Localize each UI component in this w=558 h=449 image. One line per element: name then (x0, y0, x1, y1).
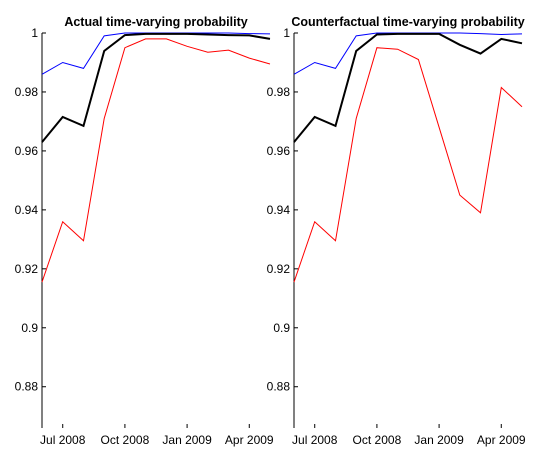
x-tick-label: Jan 2009 (414, 433, 464, 447)
series-line (293, 32, 523, 143)
series-line (41, 38, 271, 283)
chart-title: Counterfactual time-varying probability (291, 15, 524, 29)
x-tick-label: Apr 2009 (225, 433, 274, 447)
series-line (293, 32, 523, 75)
x-tick-label: Jul 2008 (292, 433, 338, 447)
y-tick-label: 0.88 (15, 380, 39, 394)
y-tick-label: 0.98 (267, 85, 291, 99)
y-tick-label: 1 (31, 26, 38, 40)
y-tick-label: 0.92 (267, 262, 291, 276)
y-tick-label: 1 (283, 26, 290, 40)
x-tick-label: Apr 2009 (477, 433, 526, 447)
y-tick-label: 0.88 (267, 380, 291, 394)
y-tick-label: 0.9 (273, 321, 290, 335)
series-line (293, 47, 523, 283)
x-tick-label: Jan 2009 (162, 433, 212, 447)
chart-title: Actual time-varying probability (64, 15, 247, 29)
y-tick-label: 0.96 (267, 144, 291, 158)
x-tick-label: Oct 2008 (101, 433, 150, 447)
y-tick-label: 0.94 (15, 203, 39, 217)
series-line (41, 32, 271, 143)
y-tick-label: 0.98 (15, 85, 39, 99)
y-tick-label: 0.96 (15, 144, 39, 158)
y-tick-label: 0.9 (21, 321, 38, 335)
y-tick-label: 0.92 (15, 262, 39, 276)
y-tick-label: 0.94 (267, 203, 291, 217)
x-tick-label: Jul 2008 (40, 433, 86, 447)
x-tick-label: Oct 2008 (353, 433, 402, 447)
